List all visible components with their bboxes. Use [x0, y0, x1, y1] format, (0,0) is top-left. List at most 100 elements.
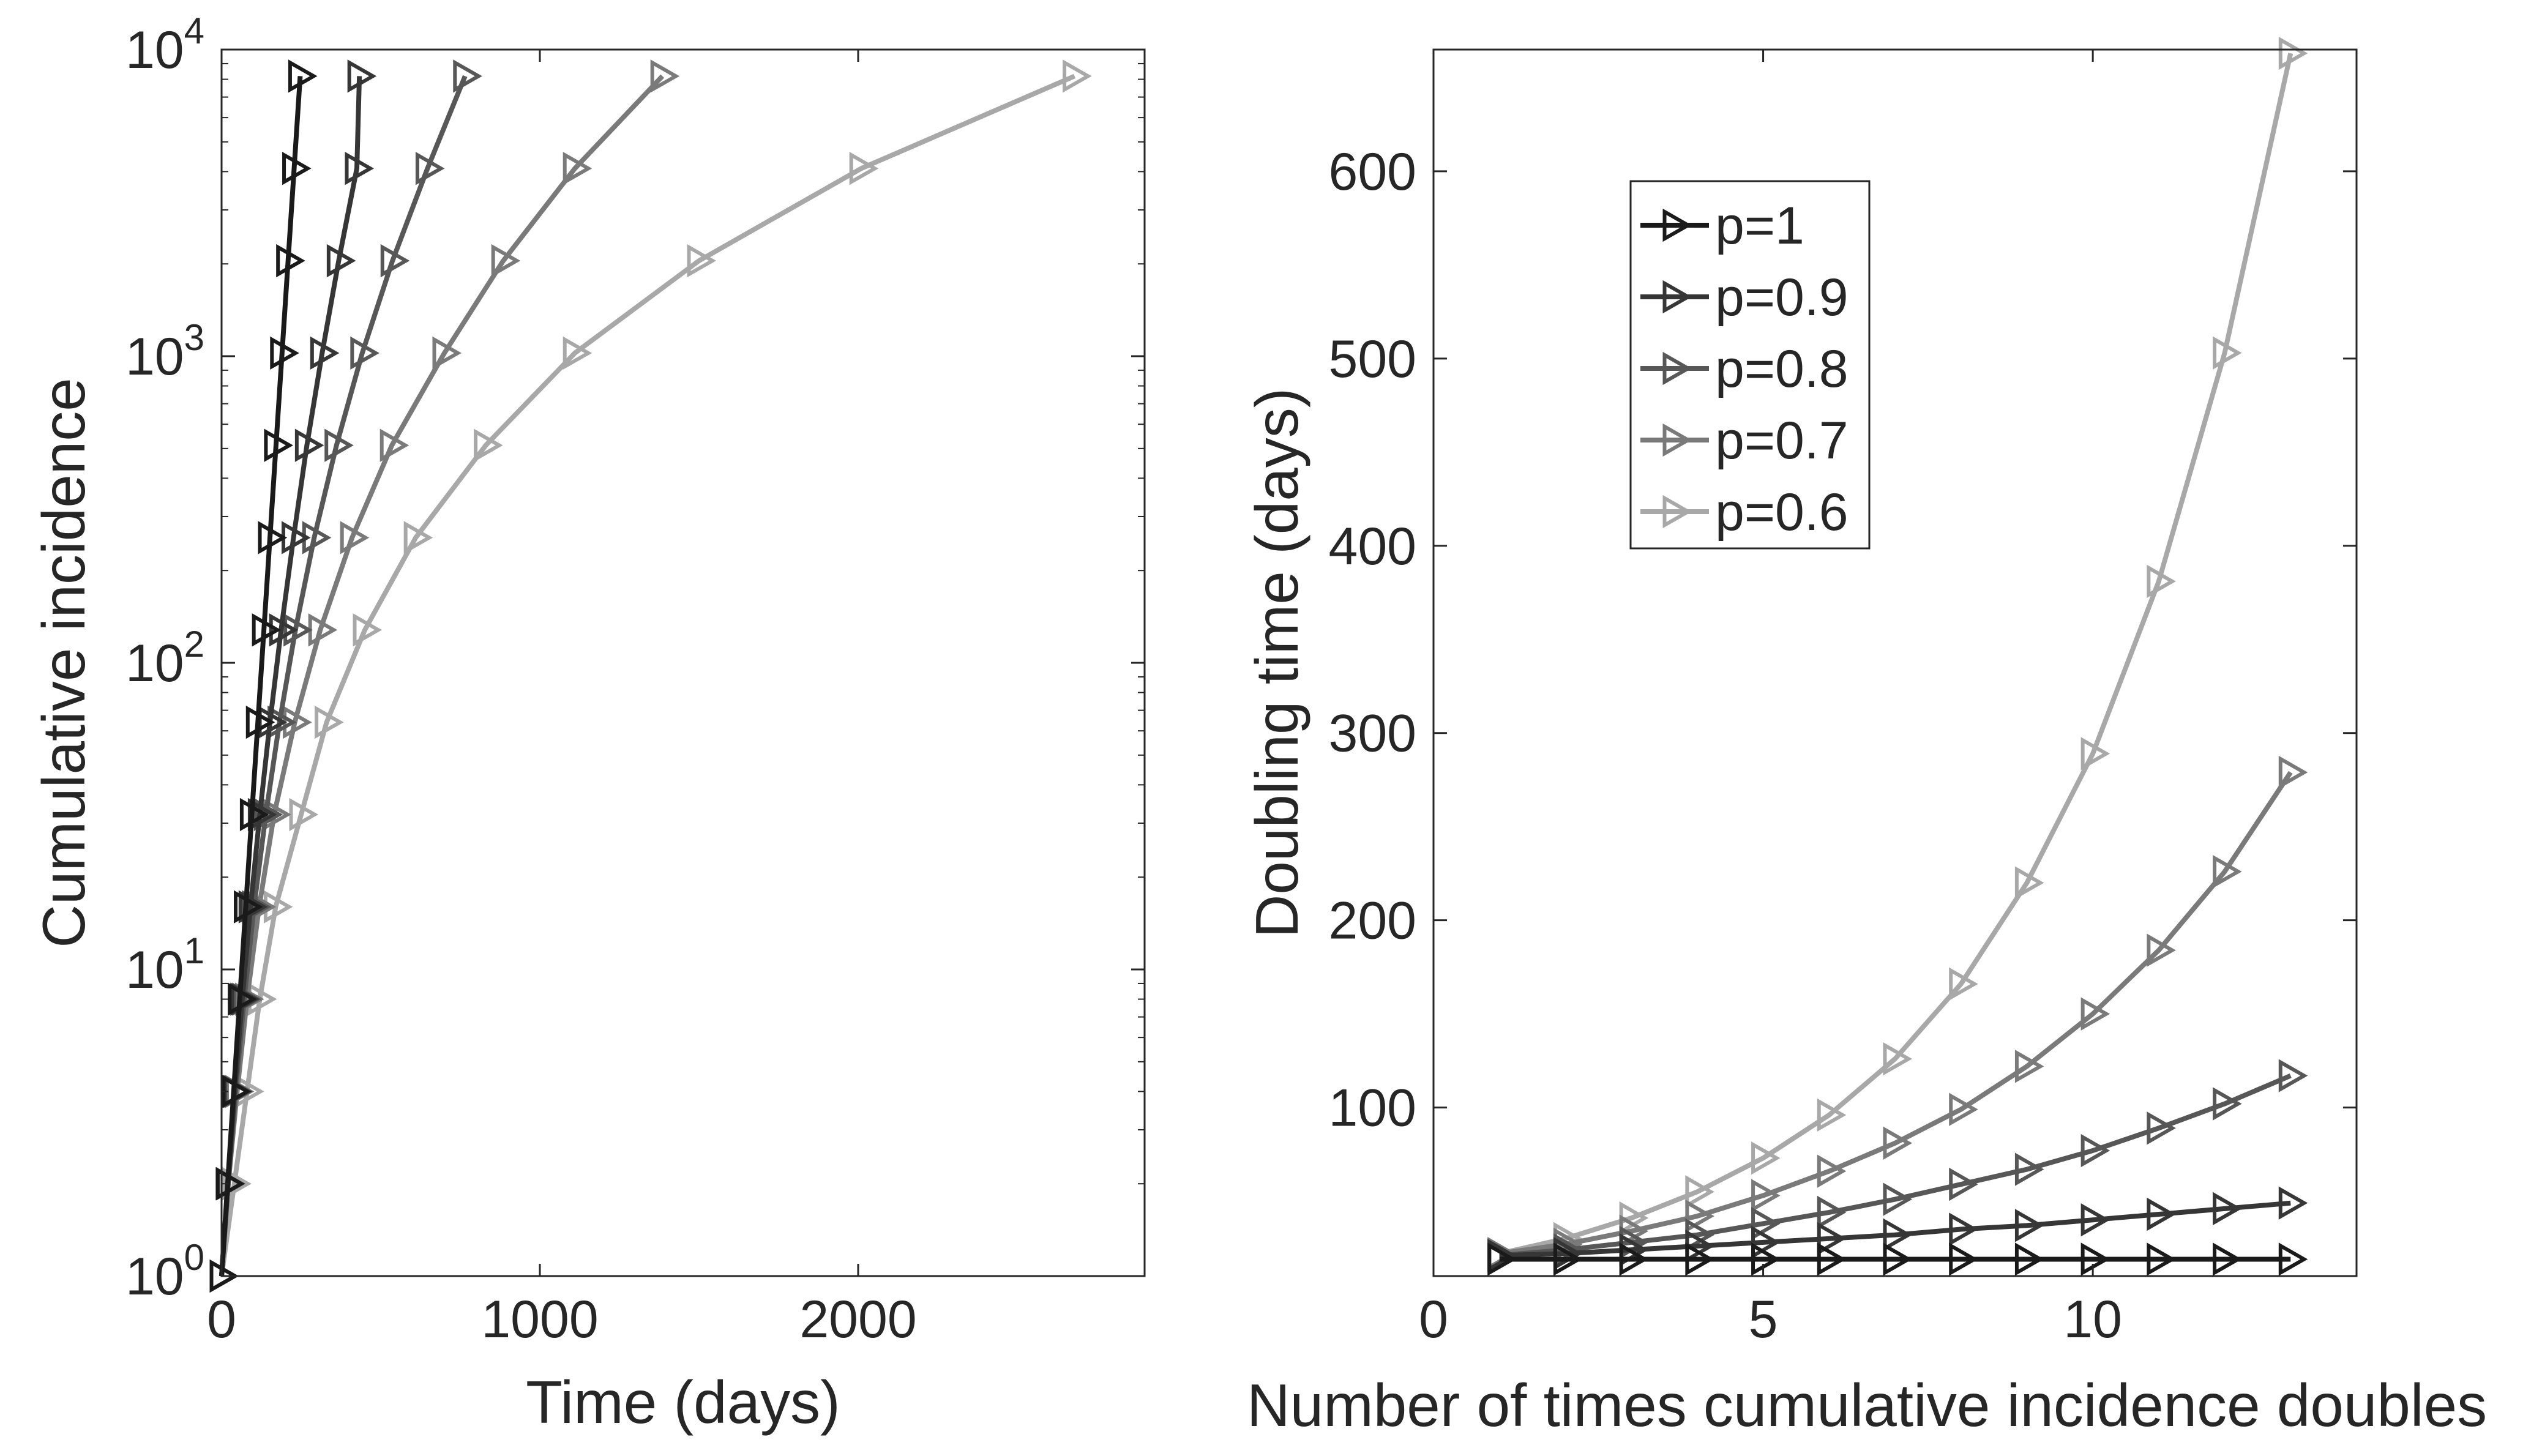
left-series-0-point-10 — [270, 336, 299, 370]
left-series-0-point-11 — [276, 244, 305, 278]
left-series-4-point-12 — [849, 152, 879, 185]
right-series-1-point-4 — [1751, 1225, 1781, 1260]
right-x-tick-label: 5 — [1749, 1290, 1778, 1349]
right-series-0-point-10 — [2147, 1242, 2176, 1276]
left-series-0-point-12 — [282, 152, 312, 185]
legend-swatch-marker-1 — [1662, 280, 1692, 314]
left-x-tick-label: 2000 — [799, 1290, 916, 1349]
right-series-0-point-9 — [2080, 1242, 2110, 1276]
legend-swatch-marker-4 — [1662, 495, 1692, 529]
left-series-1-point-12 — [345, 152, 375, 185]
left-chart-axes-box — [220, 48, 1146, 1277]
right-series-0-point-8 — [2014, 1242, 2044, 1276]
right-y-tick-label: 500 — [1329, 330, 1417, 389]
right-x-tick-label: 10 — [2063, 1290, 2122, 1349]
left-series-3-point-13 — [650, 59, 680, 93]
left-series-2-point-13 — [453, 59, 482, 93]
right-series-4-point-3 — [1685, 1175, 1714, 1209]
right-series-4-point-10 — [2147, 564, 2176, 599]
left-series-1-point-9 — [294, 428, 324, 462]
left-series-4-point-11 — [687, 244, 717, 278]
right-series-4-point-8 — [2014, 866, 2044, 900]
left-series-1-point-4 — [238, 890, 268, 924]
left-series-0-point-5 — [239, 797, 269, 832]
right-series-3-point-9 — [2080, 997, 2110, 1031]
right-series-0-point-3 — [1685, 1242, 1714, 1276]
left-series-0-point-8 — [258, 521, 288, 554]
right-series-2-point-4 — [1751, 1207, 1781, 1241]
left-series-4-point-13 — [1063, 59, 1092, 93]
right-chart-series-layer — [1487, 36, 2308, 1276]
left-series-line-0 — [219, 76, 303, 1277]
right-series-4-point-9 — [2080, 737, 2110, 771]
left-y-tick-label: 102 — [125, 624, 204, 693]
right-series-4-point-7 — [1949, 967, 1978, 1001]
left-series-line-4 — [219, 73, 1076, 1277]
right-series-1-point-12 — [2278, 1186, 2308, 1220]
left-x-tick-label: 1000 — [481, 1290, 598, 1349]
right-series-3-point-3 — [1685, 1199, 1714, 1233]
left-series-4-point-8 — [403, 521, 433, 554]
right-series-3-point-11 — [2213, 854, 2242, 889]
right-chart-y-axis-label: Doubling time (days) — [1243, 388, 1310, 938]
right-series-0-point-12 — [2278, 1242, 2308, 1276]
left-series-1-point-7 — [269, 613, 299, 647]
right-series-3-point-5 — [1817, 1154, 1847, 1188]
right-series-3-point-12 — [2278, 755, 2308, 790]
right-series-1-point-9 — [2080, 1203, 2110, 1237]
left-series-1-point-10 — [310, 336, 340, 370]
right-series-3-point-7 — [1949, 1092, 1978, 1126]
legend-entry-label: p=0.9 — [1715, 268, 1849, 327]
left-series-2-point-11 — [380, 244, 410, 278]
right-series-4-point-4 — [1751, 1141, 1781, 1175]
right-series-4-point-5 — [1817, 1098, 1847, 1132]
right-series-3-point-6 — [1883, 1126, 1913, 1160]
right-series-line-3 — [1499, 771, 2293, 1256]
left-chart-series-layer — [209, 59, 1092, 1293]
right-series-2-point-11 — [2213, 1087, 2242, 1121]
right-series-1-point-5 — [1817, 1222, 1847, 1255]
left-series-0-point-6 — [245, 705, 275, 739]
left-series-2-point-10 — [350, 336, 379, 370]
left-series-3-point-10 — [432, 336, 462, 370]
right-chart-panel: 0 5 10 100 200 300 400 500 600 Number of times c… — [1243, 36, 2487, 1439]
right-chart-ticks: 0 5 10 100 200 300 400 500 600 — [1329, 50, 2357, 1349]
legend-entry-label: p=0.6 — [1715, 483, 1849, 542]
right-chart-axes-box — [1432, 48, 2358, 1277]
left-series-1-point-11 — [326, 244, 356, 278]
left-y-tick-label: 104 — [125, 10, 204, 80]
right-series-2-point-5 — [1817, 1195, 1847, 1230]
right-series-2-point-8 — [2014, 1152, 2044, 1186]
right-y-tick-label: 400 — [1329, 517, 1417, 576]
right-series-4-point-12 — [2278, 36, 2308, 70]
left-series-3-point-8 — [340, 521, 370, 554]
left-series-0-point-1 — [215, 1167, 245, 1201]
right-series-1-point-8 — [2014, 1209, 2044, 1242]
left-series-0-point-3 — [228, 982, 257, 1016]
right-y-tick-label: 300 — [1329, 704, 1417, 763]
right-series-4-point-11 — [2213, 336, 2242, 370]
left-y-tick-label: 100 — [125, 1237, 204, 1306]
right-series-0-point-1 — [1553, 1242, 1583, 1276]
left-series-0-point-7 — [252, 613, 282, 647]
left-chart-ticks: 0 1000 2000 100 101 102 103 104 — [125, 10, 1145, 1349]
left-series-4-point-6 — [315, 705, 344, 739]
right-series-2-point-9 — [2080, 1133, 2110, 1168]
right-chart-legend: p=1 p=0.9 p=0.8 p=0.7 p=0.6 — [1629, 180, 1871, 550]
legend-swatch-marker-0 — [1662, 208, 1692, 242]
right-series-1-point-11 — [2213, 1192, 2242, 1226]
right-series-line-4 — [1498, 53, 2293, 1256]
right-y-tick-label: 600 — [1329, 143, 1417, 201]
left-series-4-point-10 — [563, 336, 593, 370]
right-series-0-point-2 — [1619, 1242, 1649, 1276]
right-series-1-point-6 — [1883, 1218, 1913, 1252]
right-x-tick-label: 0 — [1419, 1290, 1448, 1349]
left-series-3-point-9 — [379, 428, 409, 462]
left-series-4-point-9 — [474, 428, 503, 462]
right-y-tick-label: 100 — [1329, 1079, 1417, 1138]
right-series-2-point-6 — [1883, 1182, 1913, 1216]
right-series-0-point-11 — [2213, 1242, 2242, 1276]
left-series-3-point-11 — [491, 244, 521, 278]
left-chart-panel: 0 1000 2000 100 101 102 103 104 Time (days) Cum… — [30, 10, 1146, 1436]
